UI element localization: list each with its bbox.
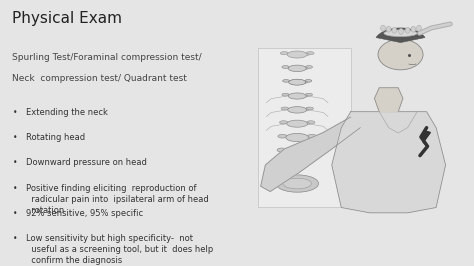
Ellipse shape: [305, 80, 312, 82]
Ellipse shape: [386, 26, 391, 32]
Text: 92% sensitive, 95% specific: 92% sensitive, 95% specific: [26, 209, 143, 218]
Ellipse shape: [399, 28, 403, 34]
Ellipse shape: [411, 26, 416, 32]
Text: Positive finding eliciting  reproduction of
  radicular pain into  ipsilateral a: Positive finding eliciting reproduction …: [26, 184, 209, 215]
Text: Extending the neck: Extending the neck: [26, 108, 108, 117]
Ellipse shape: [405, 27, 410, 33]
Ellipse shape: [283, 178, 311, 189]
Ellipse shape: [287, 120, 308, 127]
Ellipse shape: [278, 134, 287, 138]
Ellipse shape: [276, 175, 319, 192]
Text: Physical Exam: Physical Exam: [12, 11, 122, 26]
Text: •: •: [13, 184, 17, 193]
Ellipse shape: [306, 123, 310, 125]
Ellipse shape: [308, 148, 318, 152]
Ellipse shape: [282, 93, 289, 96]
Ellipse shape: [307, 121, 315, 124]
Ellipse shape: [384, 30, 417, 37]
Ellipse shape: [304, 67, 308, 69]
Text: •: •: [13, 209, 17, 218]
Ellipse shape: [308, 134, 317, 138]
Ellipse shape: [285, 147, 309, 156]
Ellipse shape: [282, 66, 289, 69]
Ellipse shape: [305, 66, 312, 69]
Polygon shape: [332, 112, 446, 213]
Text: Spurling Test/Foraminal compression test/: Spurling Test/Foraminal compression test…: [12, 53, 201, 62]
Text: •: •: [13, 108, 17, 117]
Wedge shape: [376, 28, 425, 43]
Ellipse shape: [289, 79, 306, 85]
Ellipse shape: [305, 109, 309, 111]
Ellipse shape: [417, 25, 421, 31]
Ellipse shape: [306, 107, 313, 110]
Ellipse shape: [277, 148, 286, 152]
Text: Neck  compression test/ Quadrant test: Neck compression test/ Quadrant test: [12, 74, 187, 84]
Ellipse shape: [305, 93, 312, 96]
Ellipse shape: [305, 53, 309, 56]
Ellipse shape: [281, 107, 289, 110]
Ellipse shape: [288, 65, 306, 72]
Polygon shape: [261, 117, 360, 192]
FancyBboxPatch shape: [258, 48, 351, 207]
Ellipse shape: [381, 25, 385, 31]
Polygon shape: [374, 88, 403, 112]
Ellipse shape: [378, 39, 423, 70]
Text: •: •: [13, 133, 17, 142]
Text: •: •: [13, 158, 17, 167]
Ellipse shape: [287, 51, 307, 58]
Ellipse shape: [392, 27, 397, 33]
Polygon shape: [421, 128, 430, 146]
Text: Low sensitivity but high specificity-  not
  useful as a screening tool, but it : Low sensitivity but high specificity- no…: [26, 234, 213, 265]
Ellipse shape: [288, 107, 307, 113]
Ellipse shape: [304, 95, 308, 97]
Ellipse shape: [304, 81, 308, 83]
Text: Downward pressure on head: Downward pressure on head: [26, 158, 147, 167]
Ellipse shape: [286, 134, 309, 142]
Ellipse shape: [288, 93, 306, 99]
Text: •: •: [13, 234, 17, 243]
Ellipse shape: [306, 52, 314, 55]
Ellipse shape: [280, 121, 288, 124]
Ellipse shape: [283, 80, 290, 82]
Ellipse shape: [280, 52, 288, 55]
Text: Rotating head: Rotating head: [26, 133, 85, 142]
